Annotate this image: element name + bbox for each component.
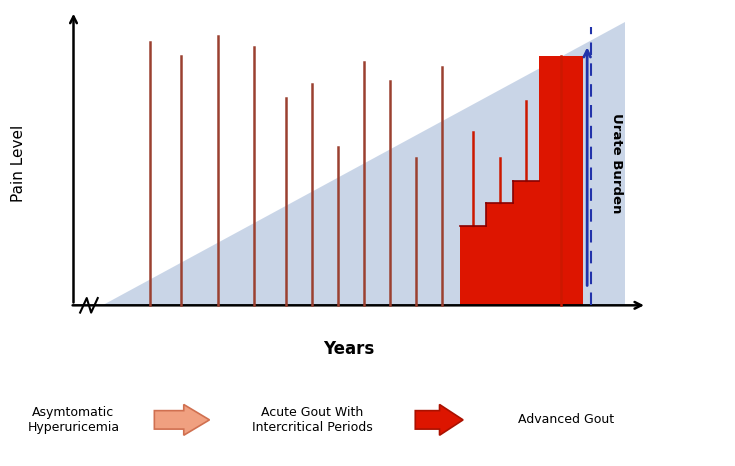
FancyArrow shape (154, 404, 209, 435)
Bar (512, 181, 539, 305)
Bar (487, 203, 512, 305)
Text: Years: Years (323, 340, 375, 358)
Text: Advanced Gout: Advanced Gout (518, 413, 614, 426)
Text: Asymtomatic
Hyperuricemia: Asymtomatic Hyperuricemia (27, 406, 120, 434)
Polygon shape (103, 22, 625, 305)
Bar (539, 56, 583, 305)
FancyArrow shape (415, 404, 463, 435)
Bar (460, 226, 487, 305)
Text: Urate Burden: Urate Burden (610, 113, 623, 214)
Text: Pain Level: Pain Level (11, 125, 26, 202)
Text: Acute Gout With
Intercritical Periods: Acute Gout With Intercritical Periods (252, 406, 373, 434)
